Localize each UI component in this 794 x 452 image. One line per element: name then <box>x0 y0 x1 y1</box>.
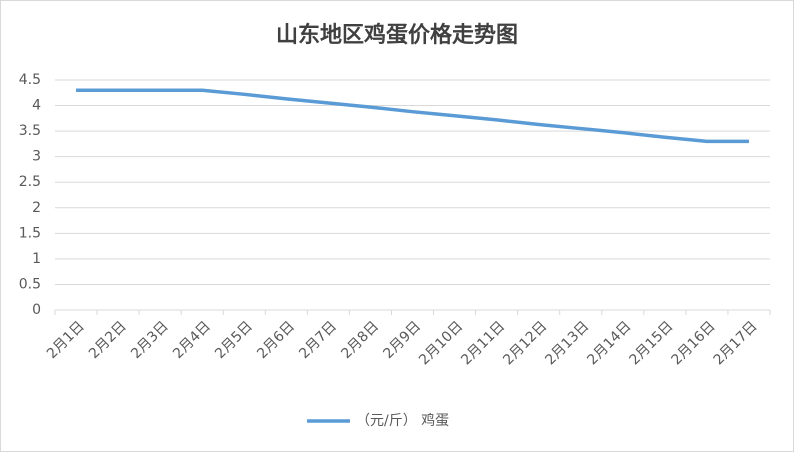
y-tick-label: 4.5 <box>19 72 41 88</box>
data-line <box>76 88 749 144</box>
y-tick-label: 3 <box>32 149 41 165</box>
chart-title: 山东地区鸡蛋价格走势图 <box>276 22 518 48</box>
y-tick-label: 0 <box>32 302 41 318</box>
legend-label: （元/斤） 鸡蛋 <box>356 412 449 429</box>
y-tick-label: 2 <box>32 200 41 216</box>
y-tick-label: 1.5 <box>19 225 41 241</box>
y-tick-label: 4 <box>32 98 41 114</box>
y-tick-label: 2.5 <box>19 174 41 190</box>
y-tick-label: 3.5 <box>19 123 41 139</box>
y-tick-label: 0.5 <box>19 276 41 292</box>
y-tick-label: 1 <box>32 251 41 267</box>
